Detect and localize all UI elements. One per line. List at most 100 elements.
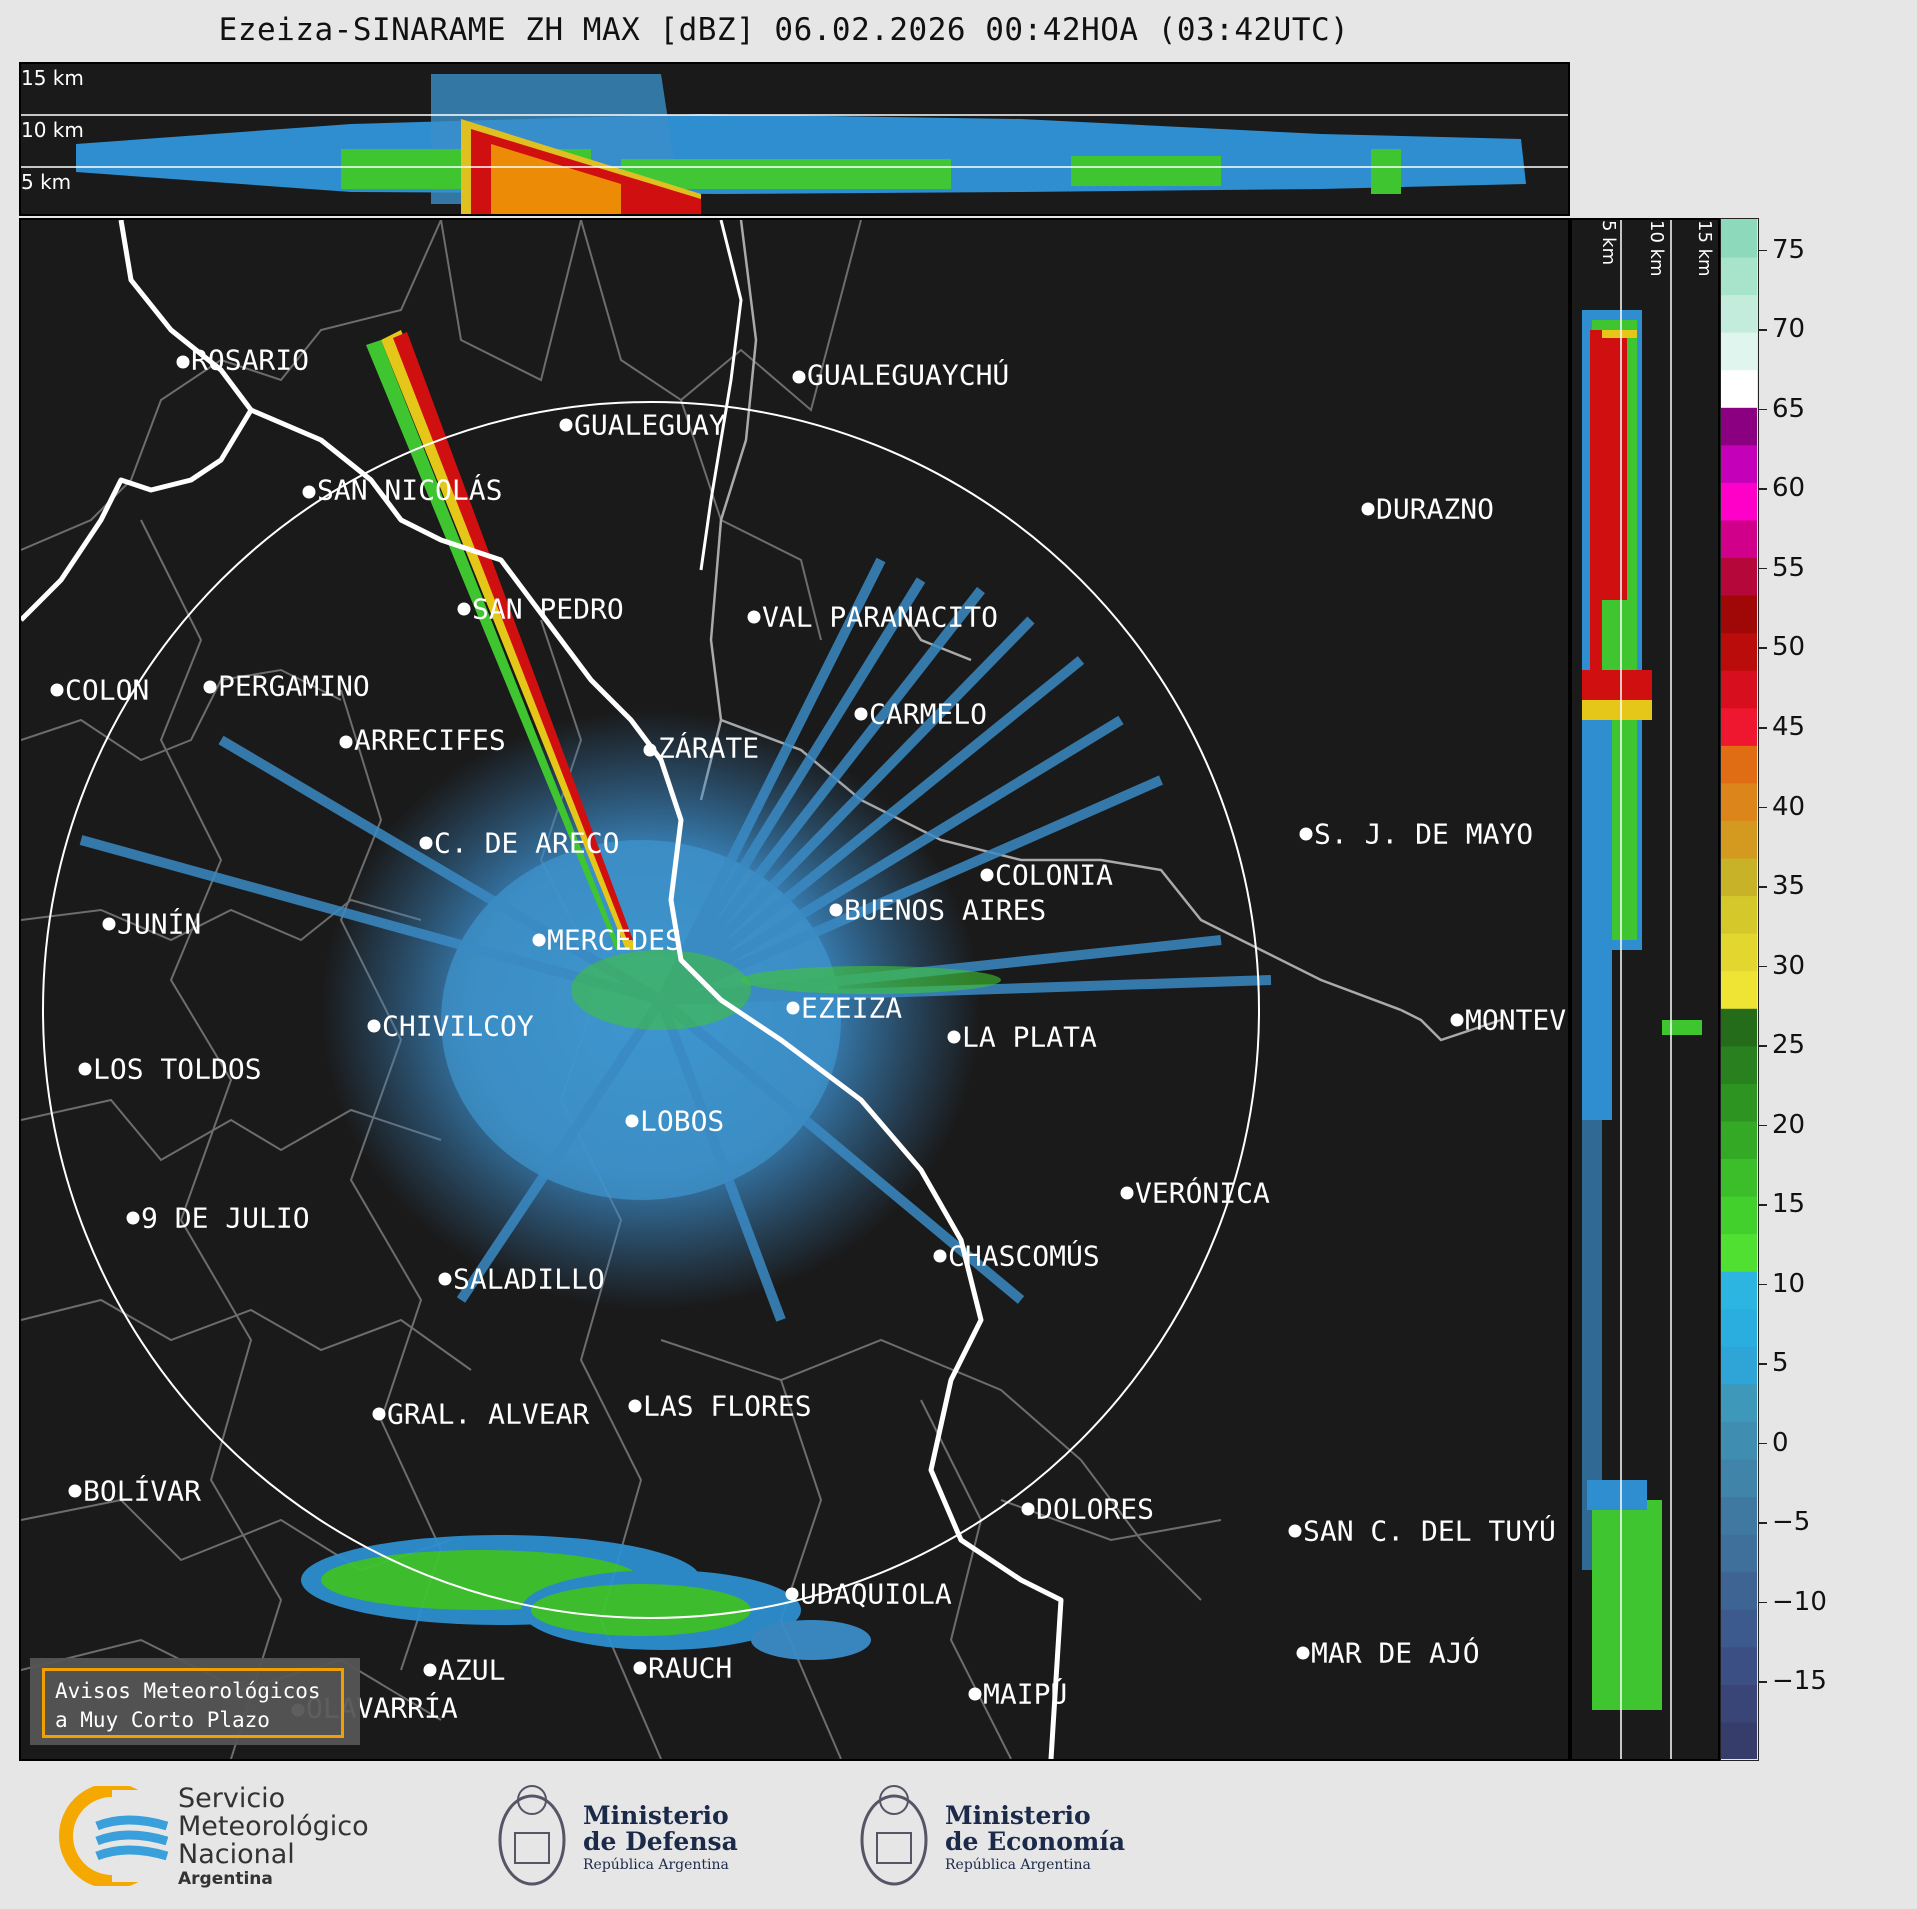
- colorbar-segment: [1721, 557, 1757, 596]
- colorbar-segment: [1721, 594, 1757, 634]
- city-marker: [968, 1687, 982, 1701]
- city-marker: [980, 868, 994, 882]
- city-marker: [933, 1249, 947, 1263]
- colorbar-segment: [1721, 707, 1757, 746]
- colorbar-tick-label: 55: [1772, 552, 1806, 583]
- colorbar-tick: [1759, 1442, 1767, 1445]
- colorbar-tick: [1759, 886, 1767, 888]
- colorbar-tick: [1759, 1283, 1767, 1286]
- colorbar-tick: [1759, 1601, 1767, 1604]
- colorbar-tick-label: 25: [1772, 1030, 1806, 1061]
- radar-map-svg: [21, 220, 1502, 1759]
- colorbar-segment: [1721, 481, 1757, 521]
- colorbar-segment: [1721, 1007, 1757, 1047]
- side-height-label-10km: 10 km: [1646, 220, 1667, 277]
- side-height-label-15km: 15 km: [1694, 220, 1715, 277]
- colorbar-tick: [1759, 1522, 1767, 1524]
- city-marker: [786, 1001, 800, 1015]
- colorbar-segment: [1721, 932, 1757, 972]
- colorbar-segment: [1721, 331, 1757, 371]
- city-marker: [438, 1272, 452, 1286]
- colorbar-segment: [1721, 1308, 1757, 1347]
- colorbar-tick: [1759, 1124, 1767, 1127]
- colorbar-tick: [1759, 727, 1767, 729]
- city-label: BOLÍVAR: [83, 1474, 202, 1508]
- warnings-badge-link[interactable]: Avisos Meteorológicos a Muy Corto Plazo: [42, 1668, 344, 1738]
- city-marker: [1120, 1186, 1134, 1200]
- height-label-10km: 10 km: [21, 118, 84, 142]
- colorbar-tick-label: 45: [1772, 712, 1806, 743]
- city-label: CHIVILCOY: [382, 1009, 534, 1043]
- colorbar-tick: [1759, 806, 1767, 809]
- city-marker: [457, 602, 471, 616]
- city-label: LAS FLORES: [643, 1389, 812, 1423]
- city-marker: [1296, 1646, 1310, 1660]
- colorbar-tick: [1759, 1681, 1767, 1683]
- city-label: SALADILLO: [453, 1262, 605, 1296]
- colorbar-tick: [1759, 1363, 1767, 1365]
- colorbar-tick-label: 60: [1772, 473, 1806, 504]
- city-marker: [747, 610, 761, 624]
- colorbar-segment: [1721, 369, 1757, 408]
- city-marker: [1450, 1013, 1464, 1027]
- colorbar-segment: [1721, 219, 1757, 258]
- colorbar-segment: [1721, 857, 1757, 897]
- colorbar-segment: [1721, 1383, 1757, 1422]
- colorbar-segment: [1721, 519, 1757, 559]
- colorbar-tick: [1759, 567, 1767, 570]
- city-marker: [176, 355, 190, 369]
- colorbar-tick-label: 20: [1772, 1109, 1806, 1140]
- city-marker: [633, 1661, 647, 1675]
- colorbar-tick-label: 75: [1772, 234, 1806, 265]
- colorbar-segment: [1721, 1646, 1757, 1685]
- city-marker: [126, 1211, 140, 1225]
- colorbar-tick: [1759, 488, 1767, 490]
- city-label: ROSARIO: [191, 343, 310, 377]
- warnings-badge-line2: a Muy Corto Plazo: [55, 1708, 270, 1732]
- city-label: GRAL. ALVEAR: [387, 1397, 590, 1431]
- colorbar-tick: [1759, 647, 1767, 649]
- city-marker: [625, 1114, 639, 1128]
- colorbar-segment: [1721, 1420, 1757, 1460]
- seal-icon: [860, 1785, 928, 1886]
- chart-title: Ezeiza-SINARAME ZH MAX [dBZ] 06.02.2026 …: [218, 12, 1350, 48]
- city-label: ARRECIFES: [354, 723, 506, 757]
- city-label: BUENOS AIRES: [844, 893, 1047, 927]
- colorbar-tick: [1759, 1045, 1767, 1047]
- colorbar-segment: [1721, 1270, 1757, 1310]
- city-label: LOBOS: [640, 1104, 725, 1138]
- colorbar-tick-label: −15: [1772, 1666, 1827, 1697]
- colorbar-tick-label: 30: [1772, 950, 1806, 981]
- city-label: ZÁRATE: [658, 731, 760, 765]
- colorbar-tick: [1759, 408, 1767, 411]
- city-label: PERGAMINO: [218, 669, 370, 703]
- colorbar-tick-label: 70: [1772, 314, 1806, 345]
- city-marker: [203, 680, 217, 694]
- city-marker: [102, 917, 116, 931]
- city-marker: [50, 683, 64, 697]
- colorbar-segment: [1721, 294, 1757, 333]
- colorbar-segment: [1721, 1571, 1757, 1610]
- city-label: GUALEGUAYCHÚ: [807, 358, 1010, 392]
- economia-line1: Ministerio: [945, 1801, 1091, 1830]
- colorbar-tick-label: 0: [1772, 1427, 1789, 1458]
- city-label: S. J. DE MAYO: [1314, 817, 1534, 851]
- city-marker: [423, 1663, 437, 1677]
- height-label-5km: 5 km: [21, 170, 72, 194]
- city-label: DURAZNO: [1376, 492, 1495, 526]
- city-marker: [532, 933, 546, 947]
- city-marker: [947, 1030, 961, 1044]
- city-marker: [1288, 1524, 1302, 1538]
- city-label: JUNÍN: [117, 907, 202, 941]
- colorbar-tick: [1759, 1204, 1767, 1206]
- colorbar-segment: [1721, 1233, 1757, 1272]
- colorbar-tick: [1759, 249, 1767, 252]
- side-height-label-5km: 5 km: [1598, 220, 1619, 266]
- seal-icon: [498, 1785, 566, 1886]
- city-label: AZUL: [438, 1653, 506, 1687]
- smn-logo-icon: [59, 1786, 172, 1886]
- colorbar-segment: [1721, 632, 1757, 671]
- colorbar-segment: [1721, 1496, 1757, 1535]
- city-label: MERCEDES: [547, 923, 682, 957]
- colorbar-tick-label: −10: [1772, 1586, 1827, 1617]
